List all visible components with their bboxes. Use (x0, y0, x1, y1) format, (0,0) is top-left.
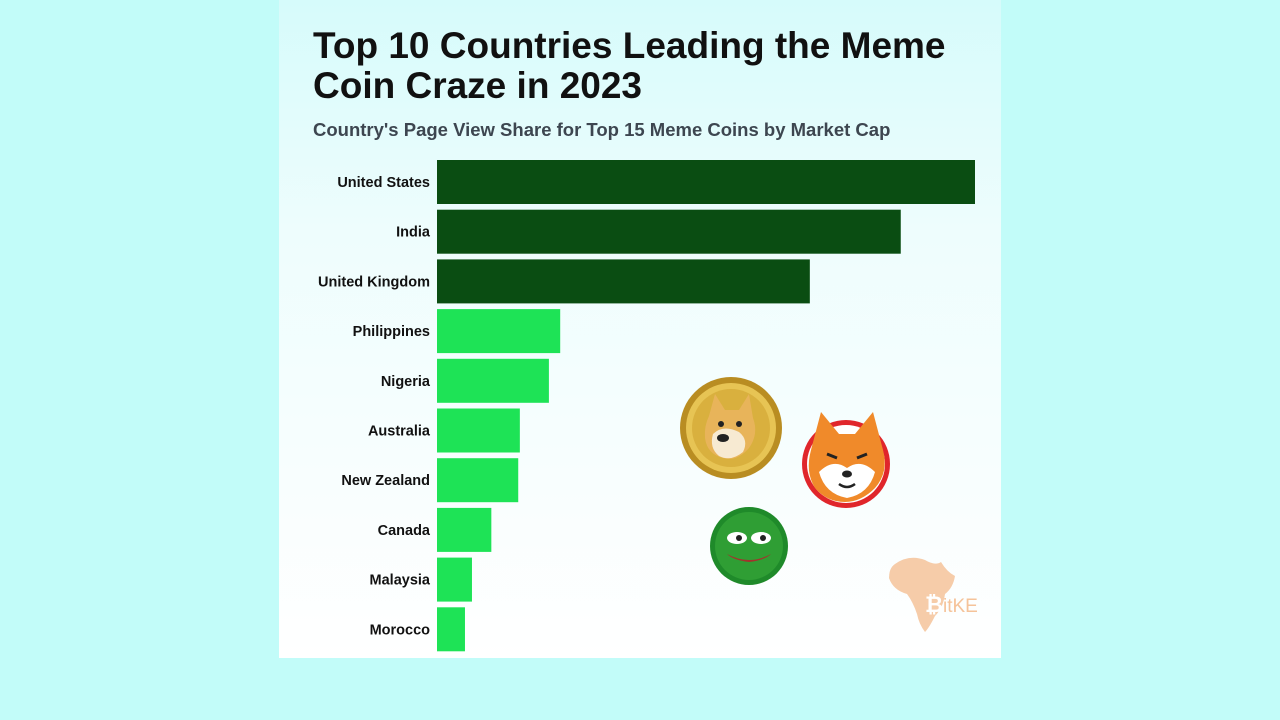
category-label-india: India (396, 225, 431, 241)
dogecoin-icon (680, 377, 782, 479)
bar-united-states (437, 160, 975, 204)
bar-india (437, 209, 901, 254)
bar-philippines (437, 309, 561, 354)
category-label-morocco: Morocco (370, 622, 431, 638)
bar-chart: United States India United Kingdom Philippi… (318, 160, 975, 652)
bar-new-zealand (437, 458, 519, 503)
shiba-inu-coin-icon (802, 412, 890, 508)
category-label-new-zealand: New Zealand (341, 473, 430, 489)
category-label-united-states: United States (337, 175, 430, 191)
logo-text: itKE (943, 596, 978, 617)
bar-nigeria (437, 358, 549, 403)
category-label-canada: Canada (378, 523, 431, 539)
chart-card: Top 10 Countries Leading the Meme Coin C… (279, 0, 1001, 658)
bar-canada (437, 507, 492, 552)
category-label-malaysia: Malaysia (370, 573, 431, 589)
africa-map-logo-icon: ₿ (889, 557, 955, 632)
category-label-nigeria: Nigeria (381, 374, 431, 390)
category-label-united-kingdom: United Kingdom (318, 274, 430, 290)
bar-united-kingdom (437, 259, 810, 304)
pepe-coin-icon (710, 507, 788, 585)
svg-text:₿: ₿ (925, 592, 943, 617)
category-label-philippines: Philippines (353, 324, 430, 340)
chart-title: Top 10 Countries Leading the Meme Coin C… (313, 25, 946, 106)
category-label-australia: Australia (368, 424, 431, 440)
bar-australia (437, 408, 520, 453)
bar-morocco (437, 607, 465, 652)
chart-subtitle: Country's Page View Share for Top 15 Mem… (313, 119, 891, 140)
bar-malaysia (437, 557, 472, 602)
